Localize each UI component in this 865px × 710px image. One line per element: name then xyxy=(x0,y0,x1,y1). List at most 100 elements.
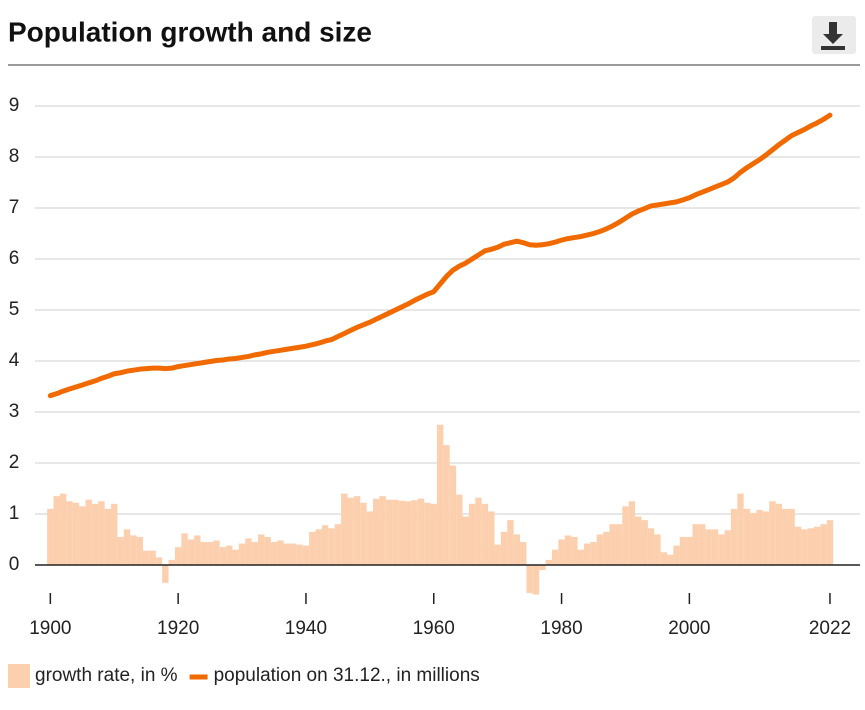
bar xyxy=(711,529,719,565)
line xyxy=(47,112,833,399)
bar xyxy=(520,542,527,565)
bar xyxy=(309,531,316,565)
bar xyxy=(481,503,489,565)
bar xyxy=(743,508,751,565)
bar xyxy=(513,534,521,565)
bar xyxy=(206,542,214,565)
bar xyxy=(398,500,406,565)
bar xyxy=(500,531,508,565)
bar xyxy=(571,536,578,565)
bar xyxy=(564,535,572,565)
bar xyxy=(679,536,687,565)
bar xyxy=(667,554,674,565)
bar xyxy=(794,526,802,565)
x-tick-label: 1940 xyxy=(285,618,327,639)
bar xyxy=(155,557,163,565)
bar xyxy=(820,524,827,565)
bar xyxy=(174,547,182,565)
bar xyxy=(187,539,195,565)
y-tick-label: 1 xyxy=(9,503,20,524)
bar xyxy=(302,545,310,565)
bar xyxy=(769,501,776,565)
y-tick-label: 2 xyxy=(9,452,20,473)
bar xyxy=(334,524,342,565)
bar xyxy=(79,506,86,565)
bar xyxy=(232,549,239,565)
y-tick-label: 4 xyxy=(9,350,20,371)
bar xyxy=(379,496,386,565)
bar xyxy=(181,533,188,565)
bar xyxy=(750,512,757,565)
bar xyxy=(296,544,303,565)
y-tick-label: 3 xyxy=(9,401,20,422)
y-tick-label: 6 xyxy=(9,248,20,269)
bar xyxy=(194,535,201,565)
bar xyxy=(622,506,629,565)
bar xyxy=(270,542,278,565)
legend-label: growth rate, in % xyxy=(35,665,178,686)
bar xyxy=(91,503,99,565)
bar xyxy=(392,499,399,565)
bar xyxy=(551,549,559,565)
bar xyxy=(813,526,821,565)
bar xyxy=(315,529,322,565)
download-icon[interactable] xyxy=(821,22,845,50)
bar xyxy=(436,424,444,565)
bar xyxy=(162,565,169,583)
bar xyxy=(277,540,284,565)
bar xyxy=(283,543,290,565)
bar xyxy=(219,547,227,565)
bar xyxy=(558,539,565,565)
bar xyxy=(72,502,80,565)
y-tick-label: 5 xyxy=(9,299,20,320)
bar xyxy=(468,503,476,565)
download-button[interactable] xyxy=(812,16,856,54)
bar xyxy=(373,498,380,565)
bar xyxy=(782,508,789,565)
bar xyxy=(590,542,597,565)
bar xyxy=(59,493,67,565)
bar xyxy=(245,538,252,565)
bar xyxy=(168,559,175,565)
bar xyxy=(654,534,661,565)
y-tick-label: 8 xyxy=(9,146,20,167)
bar xyxy=(577,549,584,565)
bar xyxy=(353,496,361,565)
bar xyxy=(475,497,482,565)
bar xyxy=(507,520,514,565)
bar xyxy=(628,501,636,565)
bar xyxy=(385,499,393,565)
bar xyxy=(807,528,814,565)
bar xyxy=(123,529,131,565)
bar xyxy=(136,536,143,565)
bar xyxy=(360,502,367,565)
bar xyxy=(213,540,220,565)
bar xyxy=(111,503,118,565)
bar xyxy=(456,494,463,565)
bar xyxy=(258,534,265,565)
bar xyxy=(104,508,112,565)
legend-swatch xyxy=(8,664,30,688)
bar xyxy=(226,545,233,565)
plot-area: 0 1 2 3 4 5 6 7 8 9 1900 1920 1940 1960 1980 2000 2022 xyxy=(9,95,860,639)
bar xyxy=(98,501,105,565)
bar xyxy=(730,508,738,565)
chart-title: Population growth and size xyxy=(8,16,372,47)
bar xyxy=(698,524,706,565)
bar xyxy=(673,545,680,565)
bar xyxy=(494,544,501,565)
bar xyxy=(366,511,374,565)
bar xyxy=(756,509,763,565)
bar xyxy=(347,497,354,565)
bar xyxy=(289,543,297,565)
bar xyxy=(149,550,156,565)
bar xyxy=(635,516,642,565)
x-tick-label: 2022 xyxy=(809,618,851,639)
x-tick-label: 1920 xyxy=(157,618,199,639)
x-tick-label: 2000 xyxy=(668,618,710,639)
bar xyxy=(545,559,552,565)
bar xyxy=(117,536,124,565)
bar xyxy=(705,529,712,565)
bar xyxy=(328,528,335,565)
